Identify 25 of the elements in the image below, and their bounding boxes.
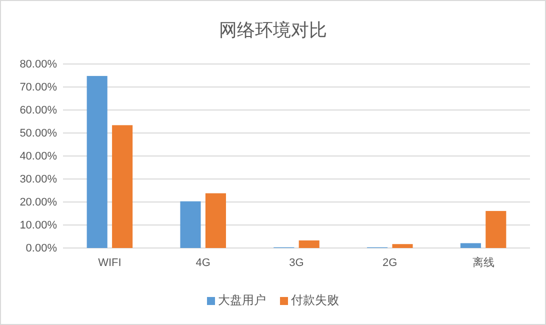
x-tick-label: 4G xyxy=(196,256,210,269)
x-tick-label: 3G xyxy=(289,256,304,269)
bar xyxy=(86,76,108,248)
y-tick-label: 40.00% xyxy=(20,150,58,163)
y-tick-label: 80.00% xyxy=(20,58,58,71)
chart-title: 网络环境对比 xyxy=(219,20,327,41)
y-tick-label: 70.00% xyxy=(20,82,58,94)
bar xyxy=(180,201,201,248)
bar xyxy=(460,243,481,248)
x-tick-label: WIFI xyxy=(98,256,122,269)
bar xyxy=(392,244,413,248)
y-tick-label: 60.00% xyxy=(20,104,58,117)
x-tick-label: 2G xyxy=(382,256,398,269)
x-tick-label: 离线 xyxy=(472,256,494,269)
bar xyxy=(298,240,320,248)
legend-label: 大盘用户 xyxy=(218,293,266,307)
y-tick-label: 10.00% xyxy=(20,220,58,232)
y-tick-label: 50.00% xyxy=(20,128,58,140)
bar xyxy=(112,125,133,248)
bar xyxy=(205,193,226,248)
y-tick-label: 30.00% xyxy=(20,174,58,186)
y-tick-label: 20.00% xyxy=(20,196,58,209)
bar xyxy=(486,210,506,248)
legend-label: 付款失败 xyxy=(290,293,339,307)
y-tick-label: 0.00% xyxy=(26,242,58,255)
